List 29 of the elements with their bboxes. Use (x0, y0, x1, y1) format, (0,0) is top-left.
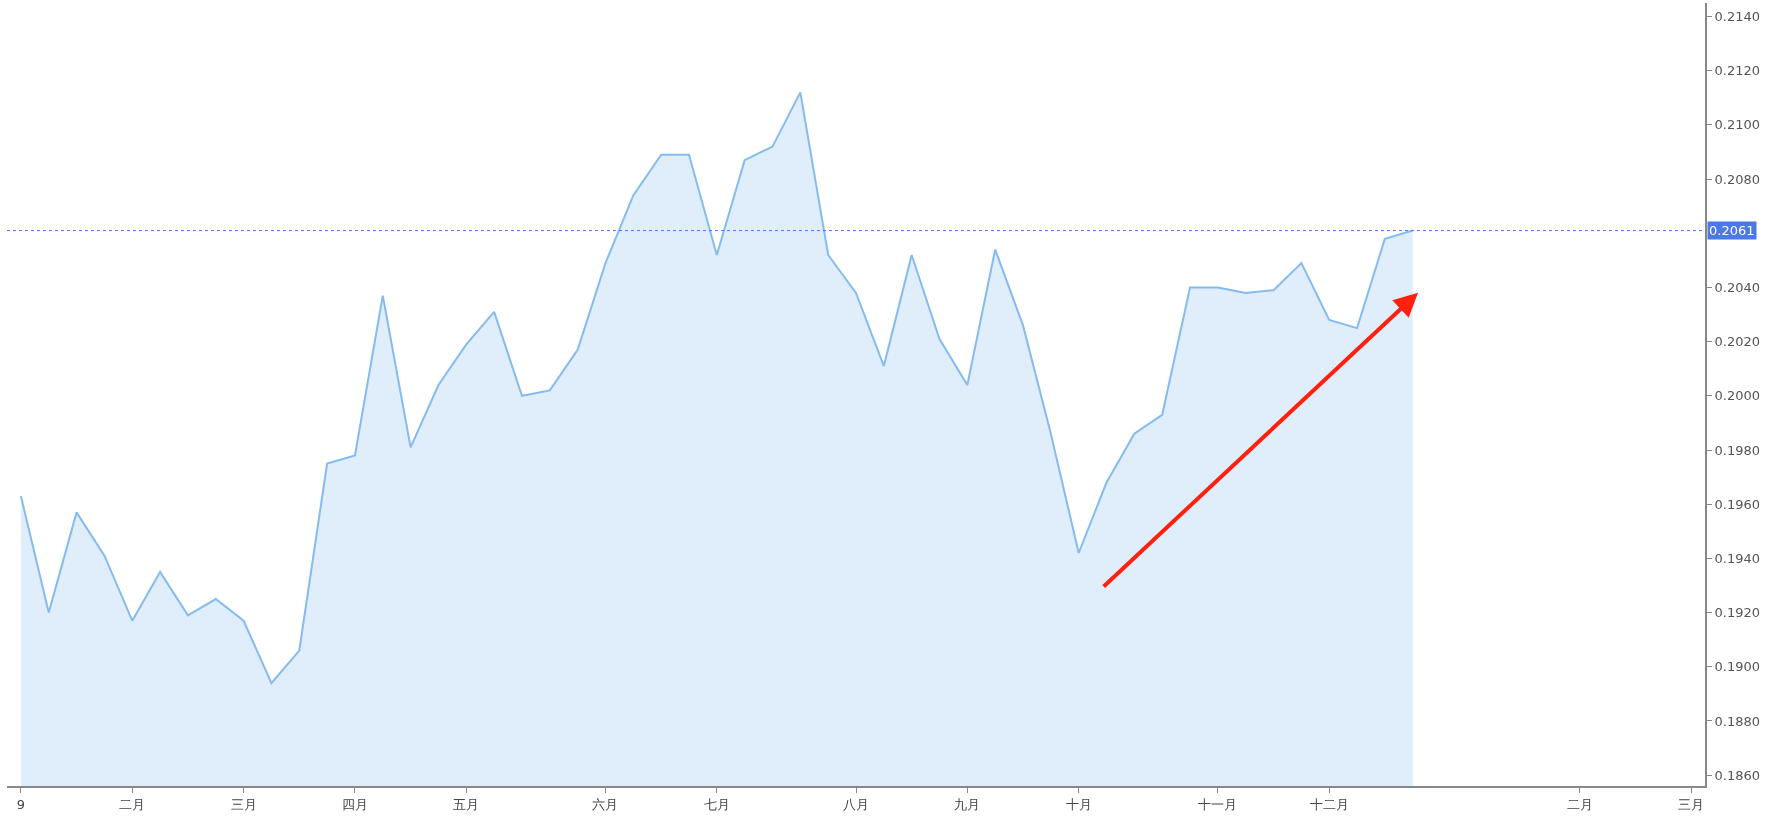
x-tick-label: 9 (16, 796, 26, 812)
x-tick-label: 二月 (1566, 796, 1593, 812)
y-tick-label: 0.1860 (1714, 767, 1761, 783)
y-tick-label: 0.1900 (1714, 659, 1761, 675)
x-tick-label: 二月 (119, 796, 146, 812)
y-tick-label: 0.2100 (1714, 117, 1761, 133)
x-tick-label: 十一月 (1198, 796, 1238, 812)
y-tick-label: 0.1980 (1714, 442, 1761, 458)
y-tick-label: 0.2120 (1714, 63, 1761, 79)
x-tick-label: 三月 (1678, 796, 1705, 812)
x-tick-label: 五月 (453, 796, 480, 812)
x-tick-label: 十二月 (1309, 796, 1349, 812)
x-tick-label: 九月 (954, 796, 981, 812)
ref-line-label: 0.2061 (1709, 223, 1755, 238)
y-tick-label: 0.2080 (1714, 171, 1761, 187)
x-tick-label: 十月 (1065, 796, 1092, 812)
y-tick-label: 0.2140 (1714, 9, 1761, 25)
y-tick-label: 0.1920 (1714, 605, 1761, 621)
y-tick-label: 0.1940 (1714, 550, 1761, 566)
x-tick-label: 八月 (843, 796, 869, 812)
y-tick-label: 0.2020 (1714, 334, 1761, 350)
x-tick-label: 四月 (341, 796, 368, 812)
y-tick-label: 0.2000 (1714, 388, 1761, 404)
x-tick-label: 六月 (592, 796, 619, 812)
y-tick-label: 0.1960 (1714, 496, 1761, 512)
y-tick-label: 0.1880 (1714, 713, 1761, 729)
y-tick-label: 0.2040 (1714, 280, 1761, 296)
x-tick-label: 七月 (703, 796, 730, 812)
x-tick-label: 三月 (230, 796, 257, 812)
